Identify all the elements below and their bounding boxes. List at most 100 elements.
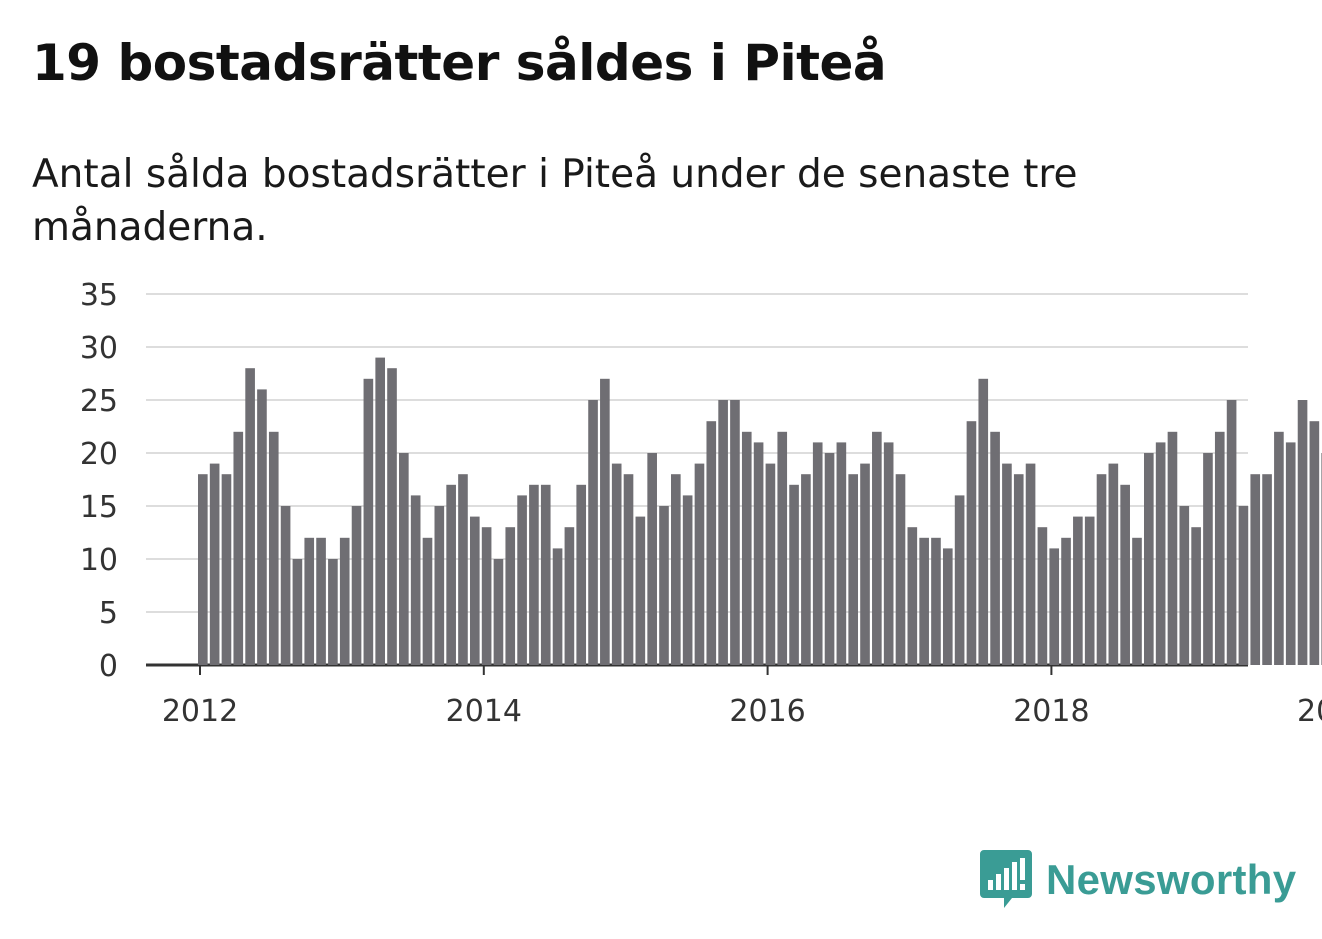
- bar: [1191, 527, 1201, 665]
- bar: [836, 442, 847, 665]
- bar: [375, 357, 386, 665]
- y-tick-label: 35: [80, 278, 118, 313]
- bar: [1297, 400, 1308, 665]
- bar: [292, 559, 303, 665]
- y-tick-label: 25: [80, 384, 118, 419]
- bar: [493, 559, 504, 665]
- x-tick-label: 2020: [1297, 694, 1322, 729]
- bar: [848, 474, 859, 665]
- bar: [919, 537, 929, 665]
- bar: [576, 484, 587, 665]
- bar: [635, 516, 646, 665]
- bar: [1061, 537, 1071, 665]
- bar: [1084, 516, 1095, 665]
- bar: [1179, 506, 1190, 665]
- bar: [1262, 474, 1272, 665]
- bar: [765, 463, 776, 665]
- bar: [505, 527, 516, 665]
- bar: [434, 506, 445, 665]
- bar: [1155, 442, 1166, 665]
- bar: [588, 400, 598, 665]
- bar: [1013, 474, 1024, 665]
- bar: [410, 495, 421, 665]
- bar: [209, 463, 220, 665]
- bar: [1214, 431, 1225, 665]
- bar: [446, 484, 456, 665]
- y-tick-label: 15: [80, 490, 118, 525]
- bar: [860, 463, 870, 665]
- x-tick-label: 2012: [162, 694, 238, 729]
- bar: [730, 400, 740, 665]
- bar: [387, 368, 397, 665]
- bar: [895, 474, 906, 665]
- bar: [659, 506, 669, 665]
- bar: [339, 537, 350, 665]
- bar: [1073, 516, 1083, 665]
- bar: [198, 474, 208, 665]
- x-axis-ticks: 20122014201620182020202220242026: [162, 665, 1322, 729]
- bar: [1025, 463, 1036, 665]
- bar: [600, 378, 610, 665]
- bar: [812, 442, 823, 665]
- bar: [907, 527, 918, 665]
- bar: [682, 495, 693, 665]
- bar: [647, 453, 657, 665]
- bar: [611, 463, 622, 665]
- bar: [1120, 484, 1130, 665]
- y-axis-ticks: 0 5 10 15 20 25 30 35: [80, 278, 118, 684]
- bar: [257, 389, 267, 665]
- bar: [564, 527, 575, 665]
- x-tick-label: 2014: [446, 694, 522, 729]
- y-tick-label: 30: [80, 331, 118, 366]
- bar: [1274, 431, 1284, 665]
- newsworthy-logo-icon: [980, 850, 1032, 908]
- bar: [966, 421, 977, 665]
- bar: [753, 442, 764, 665]
- bar: [1037, 527, 1048, 665]
- bar: [718, 400, 728, 665]
- bar: [931, 537, 941, 665]
- bar: [872, 431, 882, 665]
- bar: [552, 548, 563, 665]
- bar: [990, 431, 1000, 665]
- newsworthy-brand: Newsworthy: [980, 850, 1296, 910]
- bar: [469, 516, 480, 665]
- bar: [1250, 474, 1261, 665]
- y-tick-label: 0: [99, 649, 118, 684]
- bar: [623, 474, 634, 665]
- bar: [978, 378, 989, 665]
- bar: [1096, 474, 1107, 665]
- bar: [422, 537, 433, 665]
- y-tick-label: 20: [80, 437, 118, 472]
- bar: [529, 484, 539, 665]
- bar: [268, 431, 279, 665]
- bar: [954, 495, 965, 665]
- brand-name: Newsworthy: [1046, 856, 1297, 903]
- bar: [824, 453, 835, 665]
- bar: [801, 474, 811, 665]
- chart-title: 19 bostadsrätter såldes i Piteå: [32, 34, 887, 92]
- bar: [694, 463, 705, 665]
- bar: [942, 548, 953, 665]
- bar: [328, 559, 338, 665]
- bar: [233, 431, 244, 665]
- bar: [221, 474, 232, 665]
- x-tick-label: 2018: [1013, 694, 1089, 729]
- bar: [1049, 548, 1060, 665]
- chart-subtitle: Antal sålda bostadsrätter i Piteå under …: [32, 152, 1078, 250]
- bar: [517, 495, 527, 665]
- bar: [351, 506, 362, 665]
- bar: [883, 442, 894, 665]
- bar: [363, 378, 374, 665]
- bar: [741, 431, 752, 665]
- bar: [304, 537, 315, 665]
- bar: [1002, 463, 1012, 665]
- bar: [1203, 453, 1213, 665]
- bars: [198, 357, 1322, 665]
- y-tick-label: 10: [80, 543, 118, 578]
- bar: [671, 474, 681, 665]
- bar: [540, 484, 551, 665]
- bar: [245, 368, 255, 665]
- x-tick-label: 2016: [729, 694, 805, 729]
